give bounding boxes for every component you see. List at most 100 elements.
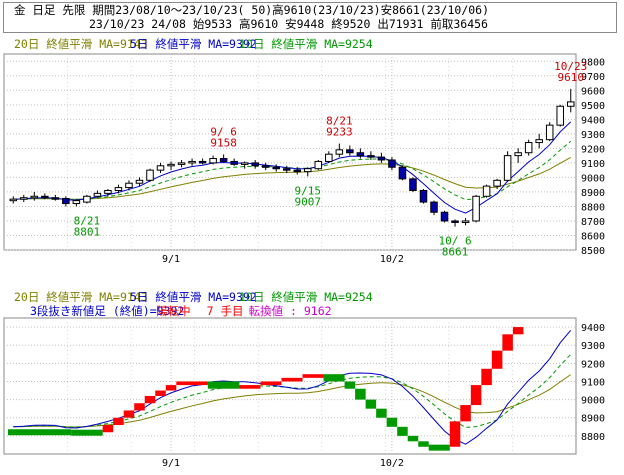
upper-annotation-value-4: 8661 xyxy=(442,246,469,259)
lower-pivot-brick xyxy=(260,381,282,386)
upper-candle-body xyxy=(482,185,491,197)
upper-candle-body xyxy=(524,142,533,154)
upper-candle-body xyxy=(325,153,333,162)
lower-pivot-brick xyxy=(397,426,408,436)
lower-pivot-brick xyxy=(134,403,145,411)
upper-candle-body xyxy=(388,159,396,168)
upper-ytick-label: 9200 xyxy=(581,144,605,155)
upper-ytick-label: 9400 xyxy=(581,115,605,126)
upper-ytick-label: 9300 xyxy=(581,130,605,141)
upper-candle-body xyxy=(261,165,270,168)
lower-pivot-brick xyxy=(470,385,482,406)
lower-pivot-brick xyxy=(239,385,261,389)
upper-candle-body xyxy=(230,160,238,165)
lower-pivot-brick xyxy=(491,350,503,369)
lower-pivot-count: 7 手目 xyxy=(207,304,244,318)
upper-candle-body xyxy=(367,155,375,158)
upper-candle-body xyxy=(419,189,428,203)
lower-pivot-brick xyxy=(376,408,387,418)
upper-legend-0: 20日 終値平滑 MA=9143 xyxy=(14,37,148,51)
lower-pivot-brick xyxy=(155,390,166,396)
upper-xtick-label: 9/1 xyxy=(162,254,180,265)
upper-candle-body xyxy=(93,192,102,197)
upper-candle-body xyxy=(461,220,470,223)
upper-ytick-label: 8800 xyxy=(581,202,605,213)
lower-legend-1: 5日 終値平滑 MA=9392 xyxy=(130,290,257,304)
lower-pivot-brick xyxy=(71,429,103,436)
upper-candle-body xyxy=(72,200,81,205)
upper-annotation-date-1: 8/21 xyxy=(326,115,353,128)
upper-ytick-label: 8900 xyxy=(581,188,605,199)
lower-pivot-turn: 転換値 : 9162 xyxy=(249,304,332,318)
upper-candle-body xyxy=(293,169,302,173)
upper-ytick-label: 9700 xyxy=(581,72,605,83)
upper-candle-body xyxy=(514,152,522,157)
lower-ytick-label: 9300 xyxy=(581,341,605,352)
lower-ytick-label: 8900 xyxy=(581,414,605,425)
upper-ytick-label: 8700 xyxy=(581,217,605,228)
lower-pivot-brick xyxy=(386,417,398,427)
upper-xtick-label: 10/2 xyxy=(380,254,404,265)
upper-candle-body xyxy=(545,124,554,141)
lower-pivot-brick xyxy=(512,327,524,335)
upper-ytick-label: 8600 xyxy=(581,231,605,242)
upper-candle-body xyxy=(62,197,70,205)
upper-candle-body xyxy=(272,166,280,170)
upper-candle-body xyxy=(251,162,259,167)
header-line-1: 金 日足 先限 期間23/08/10～23/10/23( 50)高9610(23… xyxy=(14,3,490,17)
lower-pivot-brick xyxy=(355,388,366,400)
upper-candle-body xyxy=(114,187,123,191)
upper-candle-body xyxy=(9,198,18,202)
upper-legend-2: 10日 終値平滑 MA=9254 xyxy=(239,37,373,51)
upper-annotation-date-5: 10/23 xyxy=(554,60,587,73)
lower-ytick-label: 9200 xyxy=(581,359,605,370)
upper-candle-body xyxy=(430,201,438,213)
upper-annotation-value-0: 9158 xyxy=(210,136,237,149)
lower-pivot-brick xyxy=(460,405,471,422)
lower-ytick-label: 9400 xyxy=(581,323,605,334)
lower-pivot-brick xyxy=(165,385,177,391)
upper-annotation-date-4: 10/ 6 xyxy=(438,235,471,248)
lower-ytick-label: 8800 xyxy=(581,432,605,443)
lower-xtick-label: 10/2 xyxy=(380,458,404,469)
upper-ytick-label: 9500 xyxy=(581,101,605,112)
lower-xtick-label: 9/1 xyxy=(162,458,180,469)
upper-plot-area xyxy=(3,53,577,251)
upper-candle-body xyxy=(346,149,354,154)
lower-pivot-brick xyxy=(123,410,135,418)
upper-annotation-date-3: 9/15 xyxy=(295,184,322,197)
upper-annotation-value-2: 8801 xyxy=(74,225,101,238)
upper-candle-body xyxy=(493,179,501,187)
lower-legend-0: 20日 終値平滑 MA=9143 xyxy=(14,290,148,304)
chart-header: 金 日足 先限 期間23/08/10～23/10/23( 50)高9610(23… xyxy=(3,2,617,33)
lower-pivot-brick xyxy=(418,441,429,447)
lower-pivot-brick xyxy=(323,374,345,382)
lower-ytick-label: 9000 xyxy=(581,396,605,407)
lower-pivot-brick xyxy=(207,381,240,389)
lower-pivot-status: 陽転中 xyxy=(156,304,191,318)
upper-candle-body xyxy=(188,160,196,164)
upper-annotation-value-1: 9233 xyxy=(326,126,353,139)
upper-candle-body xyxy=(209,158,217,164)
upper-candle-body xyxy=(219,158,228,162)
lower-pivot-brick xyxy=(102,424,114,433)
lower-ma10-line xyxy=(13,354,572,428)
lower-ma5-line xyxy=(13,329,572,445)
upper-ma20-line xyxy=(13,156,571,200)
upper-candle-body xyxy=(409,178,417,191)
upper-ytick-label: 9100 xyxy=(581,159,605,170)
lower-pivot-brick xyxy=(302,374,324,378)
lower-legend-2: 10日 終値平滑 MA=9254 xyxy=(239,290,373,304)
upper-candle-body xyxy=(556,105,564,126)
upper-candle-body xyxy=(177,162,186,165)
upper-candle-body xyxy=(314,160,323,170)
upper-candle-body xyxy=(146,169,154,181)
lower-pivot-brick xyxy=(365,399,377,409)
lower-pivot-brick xyxy=(281,377,303,382)
upper-annotation-value-3: 9007 xyxy=(295,195,322,208)
header-line-2: 23/10/23 24/08 始9533 高9610 安9448 終9520 出… xyxy=(89,17,488,31)
upper-candle-body xyxy=(20,197,28,200)
lower-pivot-brick xyxy=(113,417,124,425)
upper-candle-body xyxy=(335,149,344,155)
